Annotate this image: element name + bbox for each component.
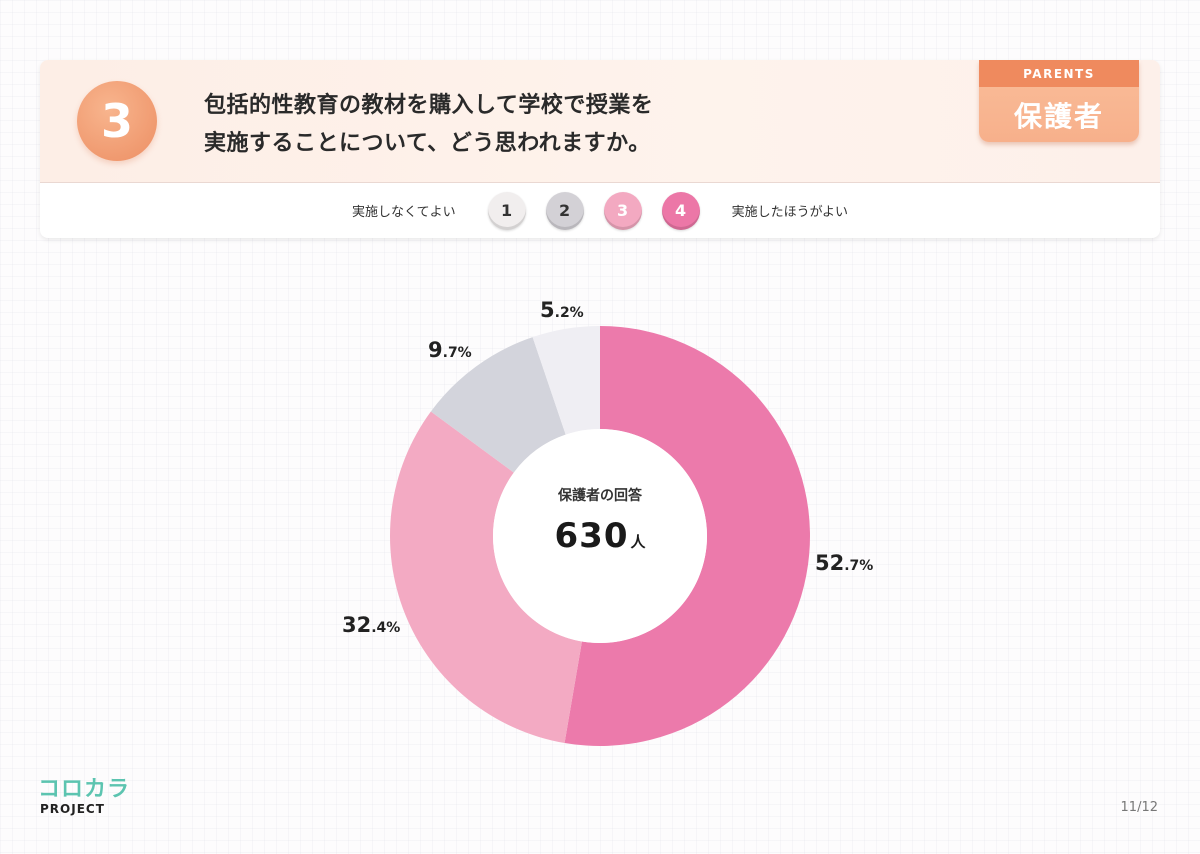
respondent-count: 630 人: [554, 516, 646, 556]
slice-label-1: 5.2%: [540, 298, 584, 322]
slice-label-2: 9.7%: [428, 338, 472, 362]
logo: コロカラ PROJECT: [38, 777, 131, 817]
scale-option-4: 4: [661, 191, 700, 230]
logo-text: コロカラ: [38, 777, 131, 802]
slice-label-4: 52.7%: [815, 551, 874, 575]
question-card: 3 包括的性教育の教材を購入して学校で授業を 実施することについて、どう思われま…: [40, 60, 1160, 238]
center-label: 保護者の回答: [558, 488, 642, 504]
question-header: 3 包括的性教育の教材を購入して学校で授業を 実施することについて、どう思われま…: [40, 60, 1160, 183]
donut-hole: [493, 429, 707, 643]
scale-option-1: 1: [487, 191, 526, 230]
scale-right-label: 実施したほうがよい: [731, 205, 848, 220]
question-line-2: 実施することについて、どう思われますか。: [204, 131, 651, 156]
badge-japanese: 保護者: [979, 87, 1139, 142]
respondent-badge: PARENTS 保護者: [979, 60, 1139, 142]
scale-left-label: 実施しなくてよい: [352, 205, 456, 220]
slice-label-3: 32.4%: [342, 613, 401, 637]
question-text: 包括的性教育の教材を購入して学校で授業を 実施することについて、どう思われますか…: [204, 87, 653, 163]
slice-4: [564, 326, 810, 746]
scale-option-2: 2: [545, 191, 584, 230]
logo-subtext: PROJECT: [40, 802, 105, 816]
slice-1: [532, 326, 600, 435]
answer-scale: 実施しなくてよい 1 2 3 4 実施したほうがよい: [40, 183, 1160, 238]
slice-2: [430, 337, 566, 473]
question-line-1: 包括的性教育の教材を購入して学校で授業を: [204, 93, 654, 118]
badge-english: PARENTS: [979, 60, 1139, 87]
page-number: 11/12: [1120, 800, 1158, 815]
question-number: 3: [77, 81, 157, 161]
scale-option-3: 3: [603, 191, 642, 230]
slice-3: [390, 411, 582, 743]
